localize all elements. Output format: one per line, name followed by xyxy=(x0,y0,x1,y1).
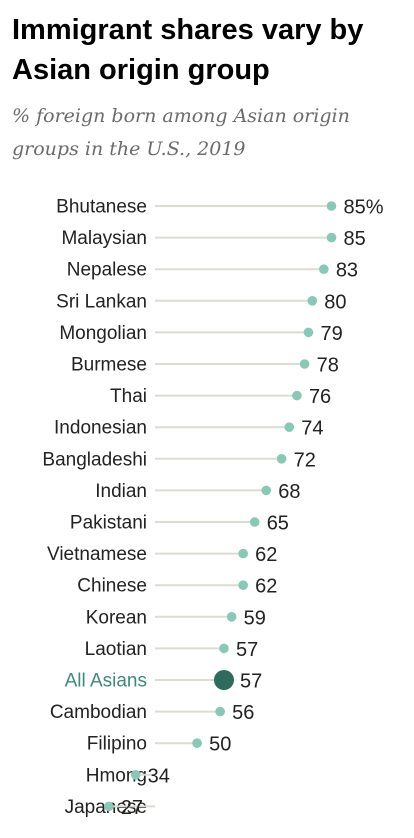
value-label-korean: 59 xyxy=(244,607,266,629)
data-point-sri-lankan xyxy=(307,296,318,306)
value-label-laotian: 57 xyxy=(236,639,258,661)
category-label-filipino: Filipino xyxy=(87,734,147,755)
category-label-laotian: Laotian xyxy=(85,639,147,660)
value-label-bangladeshi: 72 xyxy=(294,449,316,471)
value-label-filipino: 50 xyxy=(209,734,231,756)
category-label-nepalese: Nepalese xyxy=(67,260,147,281)
category-label-bangladeshi: Bangladeshi xyxy=(42,449,147,470)
data-point-nepalese xyxy=(319,264,329,275)
value-label-sri-lankan: 80 xyxy=(324,291,346,313)
value-label-indonesian: 74 xyxy=(301,418,323,440)
category-label-indonesian: Indonesian xyxy=(54,418,147,439)
category-label-sri-lankan: Sri Lankan xyxy=(56,291,147,312)
data-point-hmong xyxy=(130,770,141,780)
data-point-chinese xyxy=(238,580,248,590)
value-label-nepalese: 83 xyxy=(336,260,358,282)
value-label-thai: 76 xyxy=(309,386,331,408)
category-label-malaysian: Malaysian xyxy=(61,228,147,249)
data-point-bangladeshi xyxy=(276,454,287,464)
category-label-burmese: Burmese xyxy=(71,355,147,376)
data-point-all-asians xyxy=(213,670,234,690)
data-point-thai xyxy=(292,390,302,401)
category-label-all-asians: All Asians xyxy=(65,671,147,692)
value-label-bhutanese: 85% xyxy=(344,197,384,219)
value-label-malaysian: 85 xyxy=(344,228,366,250)
value-label-indian: 68 xyxy=(278,481,300,503)
category-label-vietnamese: Vietnamese xyxy=(47,544,147,565)
value-label-chinese: 62 xyxy=(255,576,277,598)
chart-subtitle: % foreign born among Asian origin groups… xyxy=(12,105,350,160)
data-point-indonesian xyxy=(284,422,295,433)
value-label-japanese: 27 xyxy=(121,797,143,819)
data-point-pakistani xyxy=(249,517,260,527)
value-label-burmese: 78 xyxy=(317,355,339,377)
category-label-hmong: Hmong xyxy=(86,765,147,786)
category-label-pakistani: Pakistani xyxy=(70,513,147,534)
value-label-mongolian: 79 xyxy=(320,323,342,345)
category-label-bhutanese: Bhutanese xyxy=(56,197,147,218)
value-label-vietnamese: 62 xyxy=(255,544,277,566)
chart-title: Immigrant shares vary by Asian origin gr… xyxy=(12,14,364,86)
data-point-vietnamese xyxy=(238,548,248,559)
category-label-indian: Indian xyxy=(95,481,147,502)
value-label-pakistani: 65 xyxy=(267,513,289,535)
data-point-mongolian xyxy=(303,327,314,338)
data-point-bhutanese xyxy=(326,201,337,211)
data-point-indian xyxy=(261,485,272,496)
data-point-japanese xyxy=(103,801,114,812)
value-label-all-asians: 57 xyxy=(240,671,262,693)
value-label-cambodian: 56 xyxy=(232,702,254,724)
category-label-thai: Thai xyxy=(110,386,147,407)
value-label-hmong: 34 xyxy=(148,765,170,787)
data-point-filipino xyxy=(192,738,202,748)
data-point-burmese xyxy=(299,359,310,369)
data-point-malaysian xyxy=(326,232,337,243)
data-point-cambodian xyxy=(215,706,225,717)
category-label-mongolian: Mongolian xyxy=(59,323,147,344)
category-label-korean: Korean xyxy=(86,607,147,628)
category-label-chinese: Chinese xyxy=(77,576,147,597)
category-label-cambodian: Cambodian xyxy=(50,702,147,723)
data-point-korean xyxy=(226,612,237,622)
data-point-laotian xyxy=(219,643,229,654)
